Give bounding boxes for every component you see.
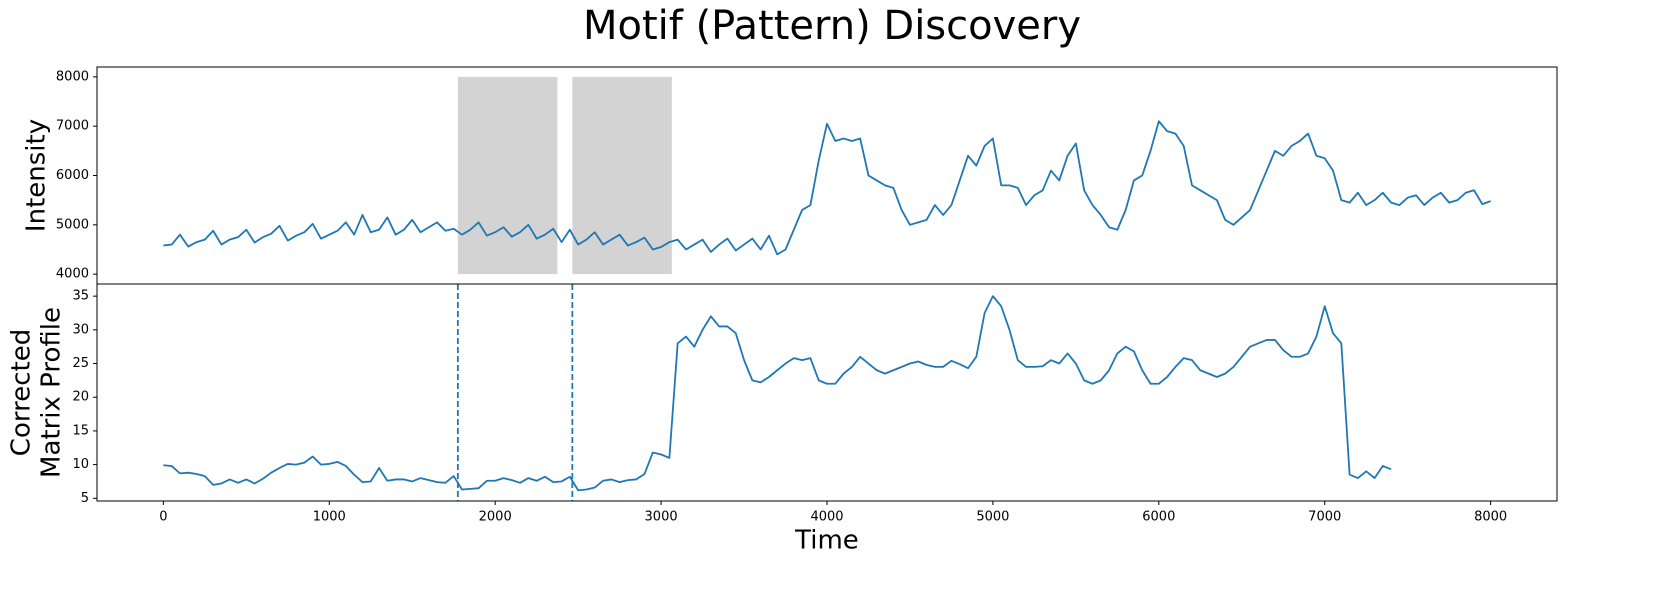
y-tick-label: 4000 <box>56 267 89 282</box>
x-tick-label: 5000 <box>976 510 1009 525</box>
chart-title: Motif (Pattern) Discovery <box>583 3 1081 49</box>
x-axis-label: Time <box>794 526 859 556</box>
plot-frame <box>96 283 1558 502</box>
y-tick-label: 15 <box>72 423 89 438</box>
plot-frame <box>96 66 1558 285</box>
series-line <box>163 120 1491 256</box>
y-tick-label: 8000 <box>56 69 89 84</box>
y-tick-label: 20 <box>72 390 89 405</box>
x-tick-label: 1000 <box>313 510 346 525</box>
x-tick-label: 2000 <box>479 510 512 525</box>
y-tick-label: 7000 <box>56 119 89 134</box>
y-tick-label: 5000 <box>56 217 89 232</box>
y-tick-label: 25 <box>72 356 89 371</box>
y-tick-label: 6000 <box>56 168 89 183</box>
y-tick-label: 30 <box>72 322 89 337</box>
x-tick-label: 7000 <box>1308 510 1341 525</box>
motif-region <box>457 76 558 275</box>
motif-region <box>572 76 672 275</box>
y-tick-label: 35 <box>72 289 89 304</box>
y-axis-label: Corrected <box>7 329 37 456</box>
x-tick-label: 8000 <box>1474 510 1507 525</box>
x-tick-label: 4000 <box>810 510 843 525</box>
y-axis-label: Matrix Profile <box>37 307 67 478</box>
y-tick-label: 10 <box>72 457 89 472</box>
y-axis-label: Intensity <box>22 119 52 232</box>
y-tick-label: 5 <box>81 491 89 506</box>
series-line <box>163 295 1392 492</box>
x-tick-label: 6000 <box>1142 510 1175 525</box>
x-tick-label: 0 <box>159 510 167 525</box>
x-tick-label: 3000 <box>645 510 678 525</box>
